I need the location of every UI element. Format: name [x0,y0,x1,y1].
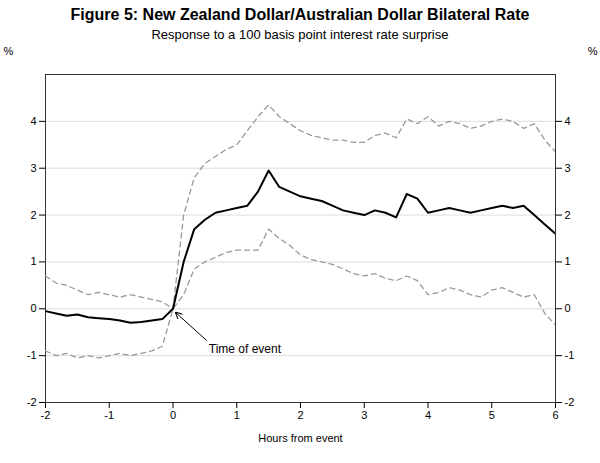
svg-text:-2: -2 [27,396,37,408]
svg-text:-2: -2 [565,396,575,408]
svg-text:6: 6 [552,409,558,421]
svg-text:0: 0 [565,302,571,314]
svg-text:3: 3 [361,409,367,421]
svg-text:4: 4 [565,115,571,127]
svg-text:%: % [588,45,598,57]
svg-text:Time of event: Time of event [209,342,282,356]
svg-text:2: 2 [30,209,36,221]
svg-text:-2: -2 [41,409,51,421]
svg-text:3: 3 [30,162,36,174]
svg-text:1: 1 [30,255,36,267]
svg-text:-1: -1 [27,349,37,361]
svg-text:Hours from event: Hours from event [258,432,342,444]
svg-text:0: 0 [170,409,176,421]
svg-text:%: % [4,45,14,57]
svg-text:1: 1 [565,255,571,267]
svg-text:0: 0 [30,302,36,314]
svg-text:1: 1 [234,409,240,421]
html-text:Figure 5: New Zealand Dollar/A: Figure 5: New Zealand Dollar/Australian … [70,6,530,23]
svg-text:2: 2 [297,409,303,421]
svg-text:4: 4 [30,115,36,127]
html-text:Response to a 100 basis point: Response to a 100 basis point interest r… [151,27,449,42]
svg-text:3: 3 [565,162,571,174]
svg-text:5: 5 [489,409,495,421]
svg-text:-1: -1 [104,409,114,421]
svg-text:4: 4 [425,409,431,421]
svg-text:-1: -1 [565,349,575,361]
svg-text:2: 2 [565,209,571,221]
